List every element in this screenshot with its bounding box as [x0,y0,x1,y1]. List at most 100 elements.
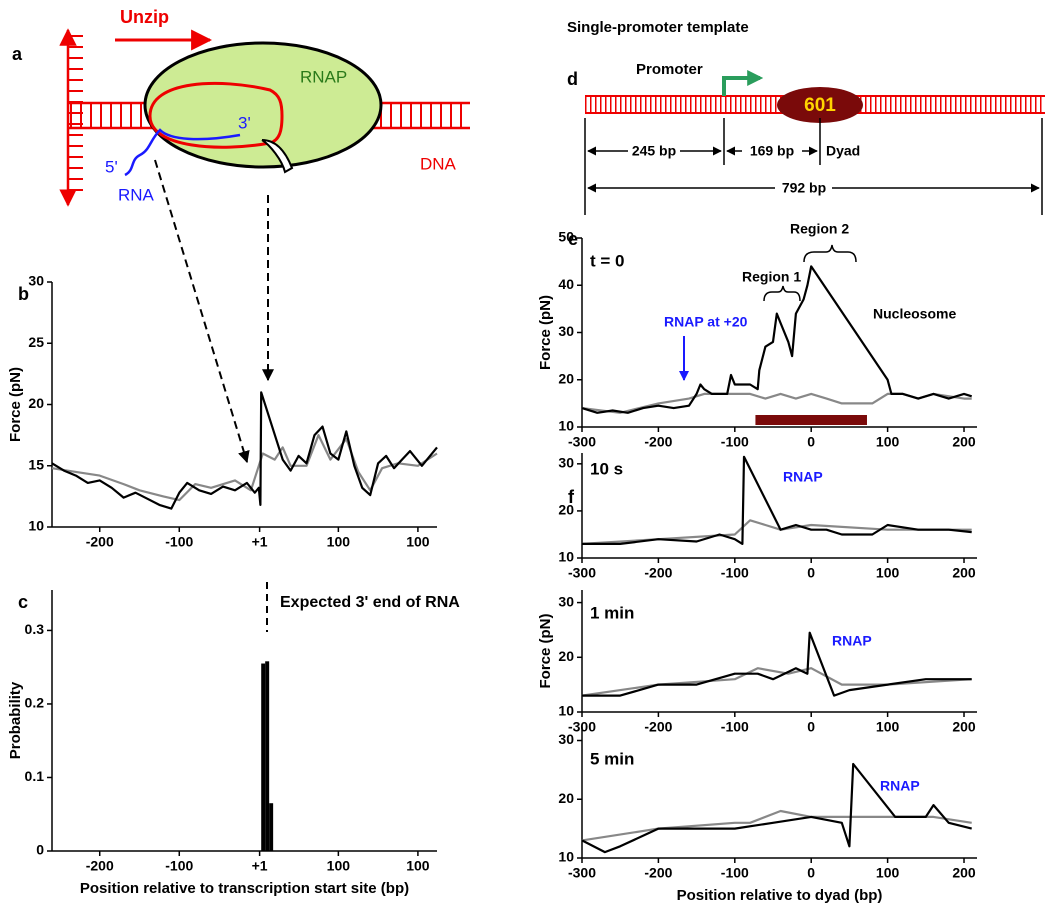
span-label: 792 bp [782,180,826,196]
x-tick-label: -300 [568,865,596,881]
x-axis-label: Position relative to transcription start… [80,880,409,897]
pointer-arrow [154,159,250,464]
dimension-lines [584,118,1043,215]
x-tick-label: -100 [721,434,749,450]
y-tick-label: 15 [28,456,44,472]
x-tick-label: -200 [644,434,672,450]
x-tick-label: 100 [876,434,900,450]
x-tick-label: 200 [952,865,976,881]
x-tick-label: 0 [807,865,815,881]
y-tick-label: 40 [558,276,574,292]
y-tick-label: 10 [558,549,574,565]
annotation: Region 2 [790,221,849,237]
trace [581,519,972,545]
y-tick-label: 0.1 [25,768,45,784]
x-tick-label: -200 [644,719,672,735]
y-tick-label: 0.2 [25,695,45,711]
x-tick-label: -300 [568,565,596,581]
annotation: 10 s [590,459,623,478]
y-tick-label: 30 [558,455,574,471]
annotation: RNAP [880,778,920,794]
five-prime-label: 5' [105,157,118,176]
trace [581,265,973,414]
x-tick-label: -200 [644,865,672,881]
x-tick-label: 100 [876,865,900,881]
annotation: RNAP [832,633,872,649]
y-tick-label: 30 [558,731,574,747]
y-tick-label: 20 [558,370,574,386]
x-tick-label: 0 [807,719,815,735]
trace [582,455,972,545]
x-tick-label: -100 [165,534,193,550]
dna-label: DNA [420,154,457,173]
panel-label: e [568,229,578,249]
panel-label: f [568,487,575,507]
annotation: RNAP at +20 [664,314,748,330]
y-tick-label: 30 [558,593,574,609]
bar [265,661,270,851]
x-tick-label: -100 [165,858,193,874]
y-tick-label: 20 [558,790,574,806]
annotation: 5 min [590,749,634,768]
y-tick-label: 0 [36,842,44,858]
annotation: Region 1 [742,269,801,285]
x-tick-label: -100 [721,719,749,735]
y-tick-label: 10 [558,418,574,434]
bar [261,663,266,851]
x-tick-label: 100 [876,719,900,735]
y-tick-label: 50 [558,229,574,245]
y-axis-label: Force (pN) [537,613,554,688]
trace [51,391,438,510]
y-axis-label: Force (pN) [537,295,554,370]
y-axis-label: Force (pN) [7,367,24,442]
rnap-label: RNAP [300,67,347,86]
x-tick-label: -100 [721,865,749,881]
nucleosome-bar [755,415,867,425]
x-tick-label: 100 [327,858,351,874]
transcription-bubble [148,81,284,149]
panel-label: b [18,284,29,304]
y-tick-label: 20 [558,502,574,518]
trace [581,762,972,854]
bar [269,803,274,851]
dyad-label: Dyad [826,143,860,159]
y-tick-label: 25 [28,334,44,350]
x-tick-label: 200 [952,565,976,581]
x-tick-label: 0 [807,565,815,581]
x-tick-label: 100 [406,534,430,550]
rna-exit-channel [261,139,294,174]
x-tick-label: +1 [252,858,268,874]
x-tick-label: 100 [406,858,430,874]
x-tick-label: -200 [86,534,114,550]
trace [51,434,438,502]
rnap-body [143,41,383,169]
y-axis-label: Probability [7,681,24,759]
diagram-title: Single-promoter template [567,19,749,36]
y-tick-label: 10 [558,849,574,865]
x-tick-label: 100 [327,534,351,550]
diagram-a: a Unzip RNAP 3' 5' RNA DNA [12,7,470,464]
y-tick-label: 20 [558,648,574,664]
y-tick-label: 10 [558,703,574,719]
annotation: RNAP [783,469,823,485]
x-tick-label: -100 [721,565,749,581]
nucleosome [777,87,863,123]
x-tick-label: 200 [952,719,976,735]
span-label: 245 bp [632,143,676,159]
panel-label: a [12,44,23,64]
panel-label: c [18,592,28,612]
span-label: 169 bp [750,143,794,159]
y-tick-label: 30 [28,273,44,289]
trace [582,631,972,697]
y-tick-label: 30 [558,323,574,339]
x-tick-label: -300 [568,434,596,450]
promoter-arrow [722,70,764,96]
x-tick-label: 200 [952,434,976,450]
y-tick-label: 10 [28,518,44,534]
diagram-d: Single-promoter template d 601 Promoter … [567,19,1045,215]
rna-label: RNA [118,185,155,204]
promoter-label: Promoter [636,61,703,78]
x-tick-label: -300 [568,719,596,735]
rna-strand [124,128,241,177]
